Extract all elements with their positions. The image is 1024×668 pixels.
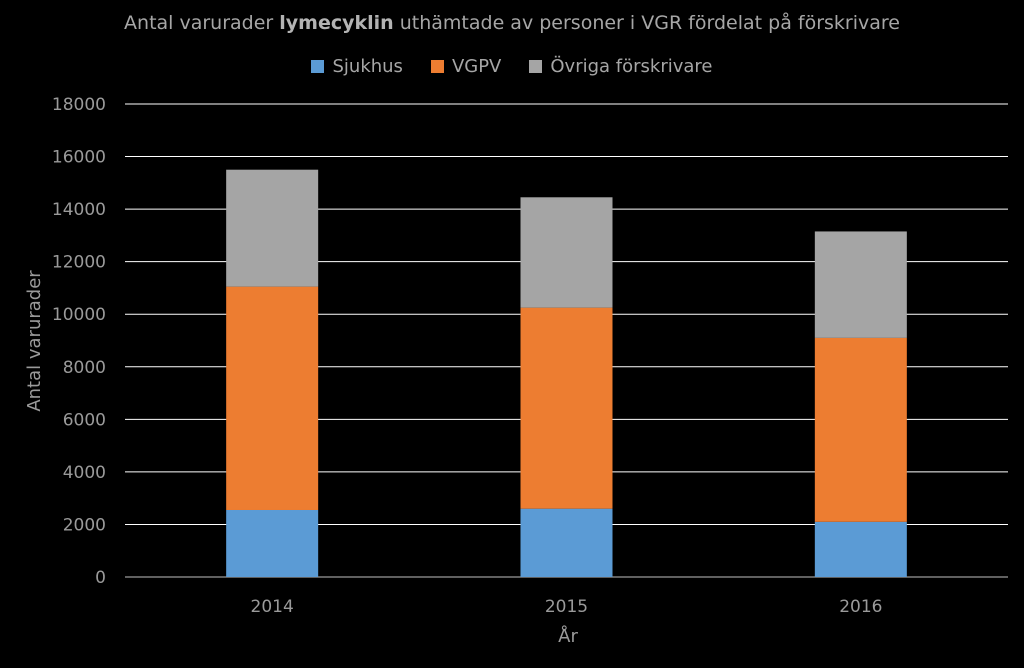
x-axis-title: År bbox=[558, 625, 578, 647]
chart-title-prefix: Antal varurader bbox=[124, 12, 280, 34]
x-tick-label: 2014 bbox=[251, 597, 294, 617]
chart-title-drug: lymecyklin bbox=[279, 12, 394, 34]
legend: Sjukhus VGPV Övriga förskrivare bbox=[0, 56, 1024, 77]
legend-item-vgpv: VGPV bbox=[430, 56, 502, 77]
chart-title-suffix: uthämtade av personer i VGR fördelat på … bbox=[393, 12, 900, 34]
y-tick-label: 16000 bbox=[52, 148, 106, 168]
y-tick-label: 18000 bbox=[52, 95, 106, 115]
y-tick-labels: 0 2000 4000 6000 8000 10000 12000 14000 16000 180… bbox=[52, 95, 106, 588]
y-tick-label: 10000 bbox=[52, 305, 106, 325]
bars bbox=[226, 169, 907, 577]
y-tick-label: 8000 bbox=[63, 358, 106, 378]
legend-item-sjukhus: Sjukhus bbox=[311, 56, 403, 77]
legend-swatch-ovriga bbox=[529, 60, 543, 73]
x-tick-labels: 2014 2015 2016 bbox=[251, 597, 883, 617]
y-axis-title: Antal varurader bbox=[24, 270, 45, 412]
bar-segment-2014-2 bbox=[226, 169, 319, 287]
bar-segment-2015-2 bbox=[520, 197, 613, 308]
x-tick-label: 2016 bbox=[839, 597, 882, 617]
y-tick-label: 0 bbox=[95, 568, 106, 588]
bar-segment-2014-0 bbox=[226, 509, 319, 577]
bar-segment-2015-1 bbox=[520, 307, 613, 509]
chart-title: Antal varurader lymecyklin uthämtade av … bbox=[0, 12, 1024, 34]
legend-swatch-vgpv bbox=[430, 60, 444, 73]
y-tick-label: 14000 bbox=[52, 200, 106, 220]
y-tick-label: 2000 bbox=[63, 515, 106, 535]
y-tick-label: 6000 bbox=[63, 410, 106, 430]
x-tick-label: 2015 bbox=[545, 597, 588, 617]
legend-item-ovriga: Övriga förskrivare bbox=[529, 56, 713, 77]
y-tick-label: 12000 bbox=[52, 253, 106, 273]
legend-label-vgpv: VGPV bbox=[451, 56, 502, 77]
bar-segment-2016-1 bbox=[814, 337, 907, 522]
bar-segment-2015-0 bbox=[520, 508, 613, 577]
y-tick-label: 4000 bbox=[63, 463, 106, 483]
bar-segment-2016-2 bbox=[814, 231, 907, 338]
bar-segment-2016-0 bbox=[814, 521, 907, 577]
legend-swatch-sjukhus bbox=[311, 60, 325, 73]
legend-label-ovriga: Övriga förskrivare bbox=[550, 56, 713, 77]
bar-segment-2014-1 bbox=[226, 286, 319, 510]
legend-label-sjukhus: Sjukhus bbox=[332, 56, 403, 77]
